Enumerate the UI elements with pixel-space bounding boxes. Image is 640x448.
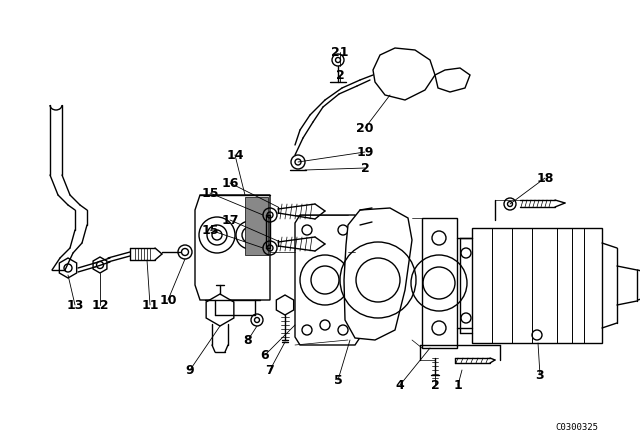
- Text: 15: 15: [201, 224, 219, 237]
- Text: 21: 21: [332, 46, 349, 59]
- Text: 15: 15: [201, 186, 219, 199]
- Polygon shape: [435, 68, 470, 92]
- Polygon shape: [195, 195, 270, 300]
- Text: 2: 2: [335, 69, 344, 82]
- Polygon shape: [422, 218, 457, 348]
- Text: 14: 14: [227, 148, 244, 161]
- Polygon shape: [344, 208, 412, 340]
- Polygon shape: [206, 294, 234, 326]
- Polygon shape: [93, 257, 107, 273]
- Text: 18: 18: [536, 172, 554, 185]
- Polygon shape: [295, 215, 363, 345]
- Polygon shape: [373, 48, 435, 100]
- Polygon shape: [245, 197, 268, 255]
- Text: 11: 11: [141, 298, 159, 311]
- Text: 10: 10: [159, 293, 177, 306]
- Polygon shape: [60, 258, 77, 278]
- Text: C0300325: C0300325: [555, 423, 598, 432]
- Text: 13: 13: [67, 298, 84, 311]
- Text: 20: 20: [356, 121, 374, 134]
- Text: 4: 4: [396, 379, 404, 392]
- Text: 1: 1: [454, 379, 462, 392]
- Text: 2: 2: [431, 379, 440, 392]
- Text: 9: 9: [186, 363, 195, 376]
- Text: 19: 19: [356, 146, 374, 159]
- Bar: [472, 228, 602, 343]
- Text: 3: 3: [536, 369, 544, 382]
- Text: 8: 8: [244, 333, 252, 346]
- Text: 16: 16: [221, 177, 239, 190]
- Text: 17: 17: [221, 214, 239, 227]
- Polygon shape: [276, 295, 294, 315]
- Text: 6: 6: [260, 349, 269, 362]
- Text: 2: 2: [360, 161, 369, 175]
- Text: 12: 12: [92, 298, 109, 311]
- Text: 7: 7: [266, 363, 275, 376]
- Text: 5: 5: [333, 374, 342, 387]
